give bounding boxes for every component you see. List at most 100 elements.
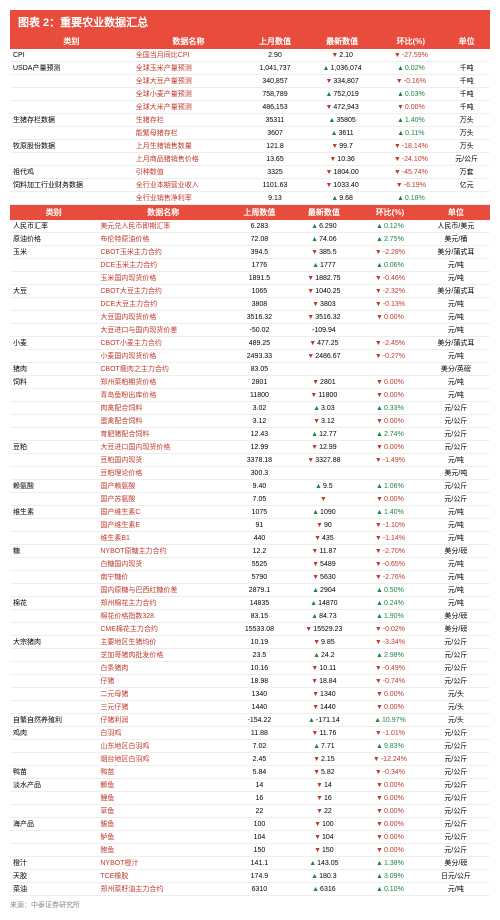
cell-name: 美元兑人民币即期汇率 — [97, 220, 229, 233]
cell-category — [10, 101, 133, 114]
cell-prev: 758,789 — [244, 88, 305, 101]
cell-latest: ▲9.5 — [290, 480, 359, 493]
cell-change — [358, 324, 422, 337]
cell-unit: 美分/磅 — [422, 545, 490, 558]
cell-name: 国产维生素E — [97, 519, 229, 532]
cell-name: NYBOT橙汁 — [97, 857, 229, 870]
cell-prev: 16 — [229, 792, 289, 805]
cell-prev: 83.15 — [229, 610, 289, 623]
col-header: 上周数值 — [229, 205, 289, 220]
cell-category — [10, 311, 97, 324]
cell-name: 鲅鱼 — [97, 818, 229, 831]
cell-category: CPI — [10, 49, 133, 62]
cell-category: USDA产量预测 — [10, 62, 133, 75]
cell-latest: ▼1882.75 — [290, 272, 359, 285]
cell-change: ▲0.50% — [358, 584, 422, 597]
table-row: 草鱼22▼22▼0.00%元/公斤 — [10, 805, 490, 818]
cell-latest: ▼1340 — [290, 688, 359, 701]
cell-change: ▲1.40% — [358, 506, 422, 519]
cell-category: 生猪存栏数据 — [10, 114, 133, 127]
cell-prev: 83.05 — [229, 363, 289, 376]
cell-name: 郑州菜粕期货价格 — [97, 376, 229, 389]
cell-change: ▼-27.59% — [379, 49, 444, 62]
cell-unit — [443, 49, 490, 62]
table-row: CME棉花主力合约15533.08▼15529.23▼-0.02%美分/磅 — [10, 623, 490, 636]
cell-category: 天胶 — [10, 870, 97, 883]
cell-category — [10, 675, 97, 688]
cell-latest: ▲6.290 — [290, 220, 359, 233]
cell-unit: 元/头 — [422, 701, 490, 714]
cell-latest: -109.94 — [290, 324, 359, 337]
cell-latest: ▼472,943 — [306, 101, 379, 114]
cell-latest: ▲1090 — [290, 506, 359, 519]
cell-latest: ▼3516.32 — [290, 311, 359, 324]
cell-change: ▼0.00% — [358, 792, 422, 805]
cell-unit: 元/吨 — [422, 389, 490, 402]
cell-name: 全国当月同比CPI — [133, 49, 244, 62]
cell-latest: ▼10.11 — [290, 662, 359, 675]
cell-prev: 2801 — [229, 376, 289, 389]
cell-latest: ▲24.2 — [290, 649, 359, 662]
col-header: 单位 — [443, 34, 490, 49]
cell-latest: ▲2904 — [290, 584, 359, 597]
cell-latest: ▼2486.67 — [290, 350, 359, 363]
cell-unit: 元/公斤 — [422, 636, 490, 649]
table-row: 大宗猪肉主要地区生猪均价10.19▼9.85▼-3.34%元/公斤 — [10, 636, 490, 649]
cell-unit: 元/公斤 — [422, 415, 490, 428]
cell-prev: 3.02 — [229, 402, 289, 415]
cell-category — [10, 88, 133, 101]
cell-category — [10, 324, 97, 337]
cell-change: ▼0.00% — [358, 311, 422, 324]
cell-unit: 元/吨 — [422, 324, 490, 337]
cell-prev: 14 — [229, 779, 289, 792]
cell-unit: 元/公斤 — [422, 831, 490, 844]
cell-prev: 91 — [229, 519, 289, 532]
cell-latest — [290, 363, 359, 376]
cell-change: ▼-0.74% — [358, 675, 422, 688]
cell-unit: 万套 — [443, 166, 490, 179]
cell-unit: 元/公斤 — [422, 493, 490, 506]
cell-latest: ▲-171.14 — [290, 714, 359, 727]
cell-latest: ▼12.99 — [290, 441, 359, 454]
cell-unit: 元/头 — [422, 714, 490, 727]
cell-prev: 6.283 — [229, 220, 289, 233]
cell-name: 棉花价格指数328 — [97, 610, 229, 623]
cell-category — [10, 402, 97, 415]
cell-unit: 元/吨 — [422, 272, 490, 285]
cell-name: CBOT瘦肉之主力合约 — [97, 363, 229, 376]
cell-change: ▼-1.14% — [358, 532, 422, 545]
cell-change: ▲2.74% — [358, 428, 422, 441]
cell-latest: ▼ — [290, 493, 359, 506]
table-row: 白糖国内现货5525▼5489▼-0.65%元/吨 — [10, 558, 490, 571]
cell-unit: 元/公斤 — [422, 441, 490, 454]
cell-latest: ▼10.36 — [306, 153, 379, 166]
cell-name: 鲫鱼 — [97, 779, 229, 792]
cell-name: 生猪存栏 — [133, 114, 244, 127]
cell-change: ▼-0.02% — [358, 623, 422, 636]
table-row: 鸭苗鸭苗5.84▼5.82▼-0.34%元/公斤 — [10, 766, 490, 779]
cell-change: ▲10.97% — [358, 714, 422, 727]
cell-name: CME棉花主力合约 — [97, 623, 229, 636]
cell-name: 白羽鸡 — [97, 727, 229, 740]
table-row: 猪肉CBOT瘦肉之主力合约83.05美分/英磅 — [10, 363, 490, 376]
cell-latest: ▼334,807 — [306, 75, 379, 88]
cell-prev: 6310 — [229, 883, 289, 896]
cell-category — [10, 127, 133, 140]
cell-change: ▼0.00% — [358, 376, 422, 389]
cell-prev: 11.88 — [229, 727, 289, 740]
cell-prev: 1776 — [229, 259, 289, 272]
cell-prev: 12.43 — [229, 428, 289, 441]
cell-change: ▼-2.28% — [358, 246, 422, 259]
cell-change: ▼-6.19% — [379, 179, 444, 192]
cell-unit: 亿元 — [443, 179, 490, 192]
cell-latest: ▼2801 — [290, 376, 359, 389]
cell-unit: 元/公斤 — [422, 649, 490, 662]
col-header: 单位 — [422, 205, 490, 220]
table-row: 三元仔猪1440▼1440▼0.00%元/头 — [10, 701, 490, 714]
cell-change: ▲2.75% — [358, 233, 422, 246]
cell-category — [10, 389, 97, 402]
cell-unit: 美分/蒲式耳 — [422, 337, 490, 350]
cell-category: 牧原股份数据 — [10, 140, 133, 153]
cell-latest: ▼16 — [290, 792, 359, 805]
cell-change: ▼-0.27% — [358, 350, 422, 363]
